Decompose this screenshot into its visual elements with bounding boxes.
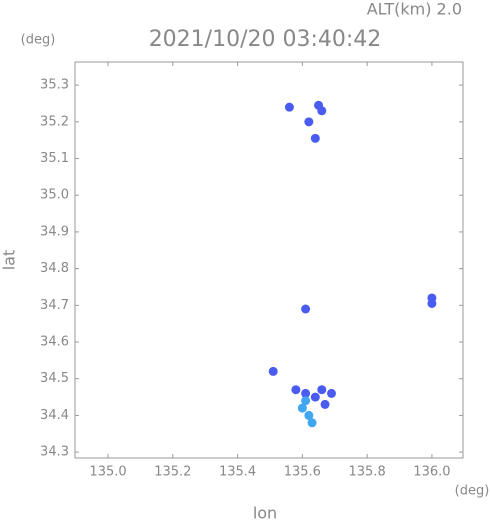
echo	[427, 298, 437, 308]
y-tick-label: 34.9	[40, 224, 69, 239]
y-tick-label: 35.3	[40, 78, 69, 93]
echo	[317, 106, 327, 116]
echo	[320, 399, 330, 409]
echo	[268, 366, 278, 376]
y-tick-label: 34.8	[40, 261, 69, 276]
x-tick-label: 135.2	[154, 465, 191, 480]
echo	[291, 385, 301, 395]
y-tick-label: 34.5	[40, 371, 69, 386]
echo	[317, 385, 327, 395]
y-tick-label: 34.3	[40, 445, 69, 460]
x-tick-label: 135.8	[349, 465, 386, 480]
echo	[310, 392, 320, 402]
altitude: ALT(km) 2.0	[367, 0, 462, 19]
x-axis-label: lon	[253, 504, 277, 521]
echo	[297, 403, 307, 413]
x-tick-label: 135.6	[284, 465, 321, 480]
echo	[307, 418, 317, 428]
echo	[310, 133, 320, 143]
y-tick-label: 34.7	[40, 298, 69, 313]
y-axis-label: lat	[0, 250, 19, 271]
y-tick-label: 35.0	[40, 188, 69, 203]
y-tick-label: 35.1	[40, 151, 69, 166]
x-tick-label: 135.0	[89, 465, 126, 480]
y-tick-label: 34.6	[40, 335, 69, 350]
echo	[304, 410, 314, 420]
y-unit: (deg)	[21, 33, 56, 48]
x-unit: (deg)	[455, 484, 490, 499]
plot-frame	[74, 61, 464, 459]
x-tick-label: 135.4	[219, 465, 256, 480]
echo	[304, 117, 314, 127]
echo	[284, 102, 294, 112]
echo	[301, 304, 311, 314]
echo	[301, 396, 311, 406]
chart-title: 2021/10/20 03:40:42	[149, 27, 382, 52]
x-tick-label: 136.0	[413, 465, 450, 480]
echo	[301, 388, 311, 398]
y-tick-label: 34.4	[40, 408, 69, 423]
y-tick-label: 35.2	[40, 114, 69, 129]
echo	[327, 388, 337, 398]
